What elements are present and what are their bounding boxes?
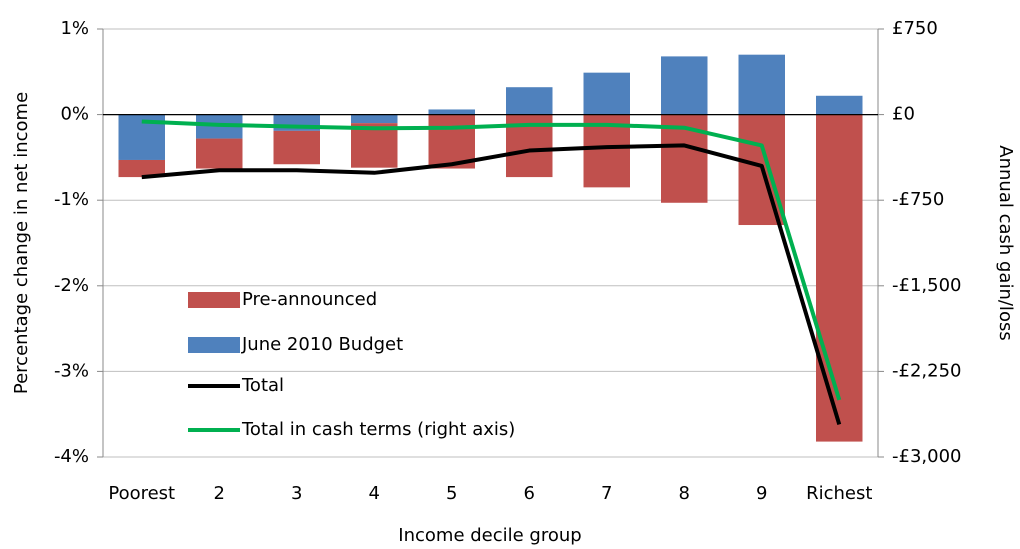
y-tick-label: 1% bbox=[60, 18, 89, 39]
legend-label: June 2010 Budget bbox=[241, 334, 403, 355]
bar bbox=[661, 56, 708, 115]
bar bbox=[738, 54, 785, 115]
y2-tick-label: -£750 bbox=[892, 189, 944, 210]
y2-axis-label: Annual cash gain/loss bbox=[995, 145, 1016, 340]
y-tick-label: -3% bbox=[54, 360, 89, 381]
x-tick-label: Richest bbox=[806, 483, 872, 504]
line bbox=[141, 119, 842, 401]
x-tick-label: 5 bbox=[446, 483, 457, 504]
x-tick-label: 8 bbox=[679, 483, 690, 504]
legend-swatch bbox=[188, 292, 240, 308]
legend-swatch bbox=[188, 337, 240, 353]
bar bbox=[583, 72, 630, 115]
y-tick-label: 0% bbox=[60, 104, 89, 125]
x-tick-label: 7 bbox=[601, 483, 612, 504]
bar bbox=[816, 114, 863, 442]
x-tick-label: 2 bbox=[214, 483, 225, 504]
bar bbox=[816, 95, 863, 115]
bar bbox=[351, 114, 398, 124]
x-axis-label: Income decile group bbox=[398, 525, 581, 546]
y-tick-label: -4% bbox=[54, 446, 89, 467]
bar bbox=[506, 87, 553, 115]
y2-tick-label: -£3,000 bbox=[892, 446, 961, 467]
y2-tick-label: £0 bbox=[892, 104, 915, 125]
bar bbox=[273, 130, 320, 165]
y2-tick-label: -£1,500 bbox=[892, 275, 961, 296]
x-tick-label: 4 bbox=[369, 483, 380, 504]
y-tick-label: -2% bbox=[54, 275, 89, 296]
bar bbox=[351, 123, 398, 168]
x-tick-label: 6 bbox=[524, 483, 535, 504]
x-tick-label: 3 bbox=[291, 483, 302, 504]
y2-tick-label: -£2,250 bbox=[892, 360, 961, 381]
line bbox=[141, 143, 842, 426]
legend-label: Total bbox=[241, 375, 284, 396]
x-tick-label: Poorest bbox=[108, 483, 175, 504]
y-tick-label: -1% bbox=[54, 189, 89, 210]
x-tick-label: 9 bbox=[756, 483, 767, 504]
bar bbox=[196, 138, 243, 169]
y2-tick-label: £750 bbox=[892, 18, 938, 39]
y-axis-label: Percentage change in net income bbox=[11, 92, 32, 394]
legend-label: Total in cash terms (right axis) bbox=[241, 419, 515, 440]
bar bbox=[428, 109, 475, 115]
legend-label: Pre-announced bbox=[242, 289, 377, 310]
bar bbox=[118, 159, 165, 178]
